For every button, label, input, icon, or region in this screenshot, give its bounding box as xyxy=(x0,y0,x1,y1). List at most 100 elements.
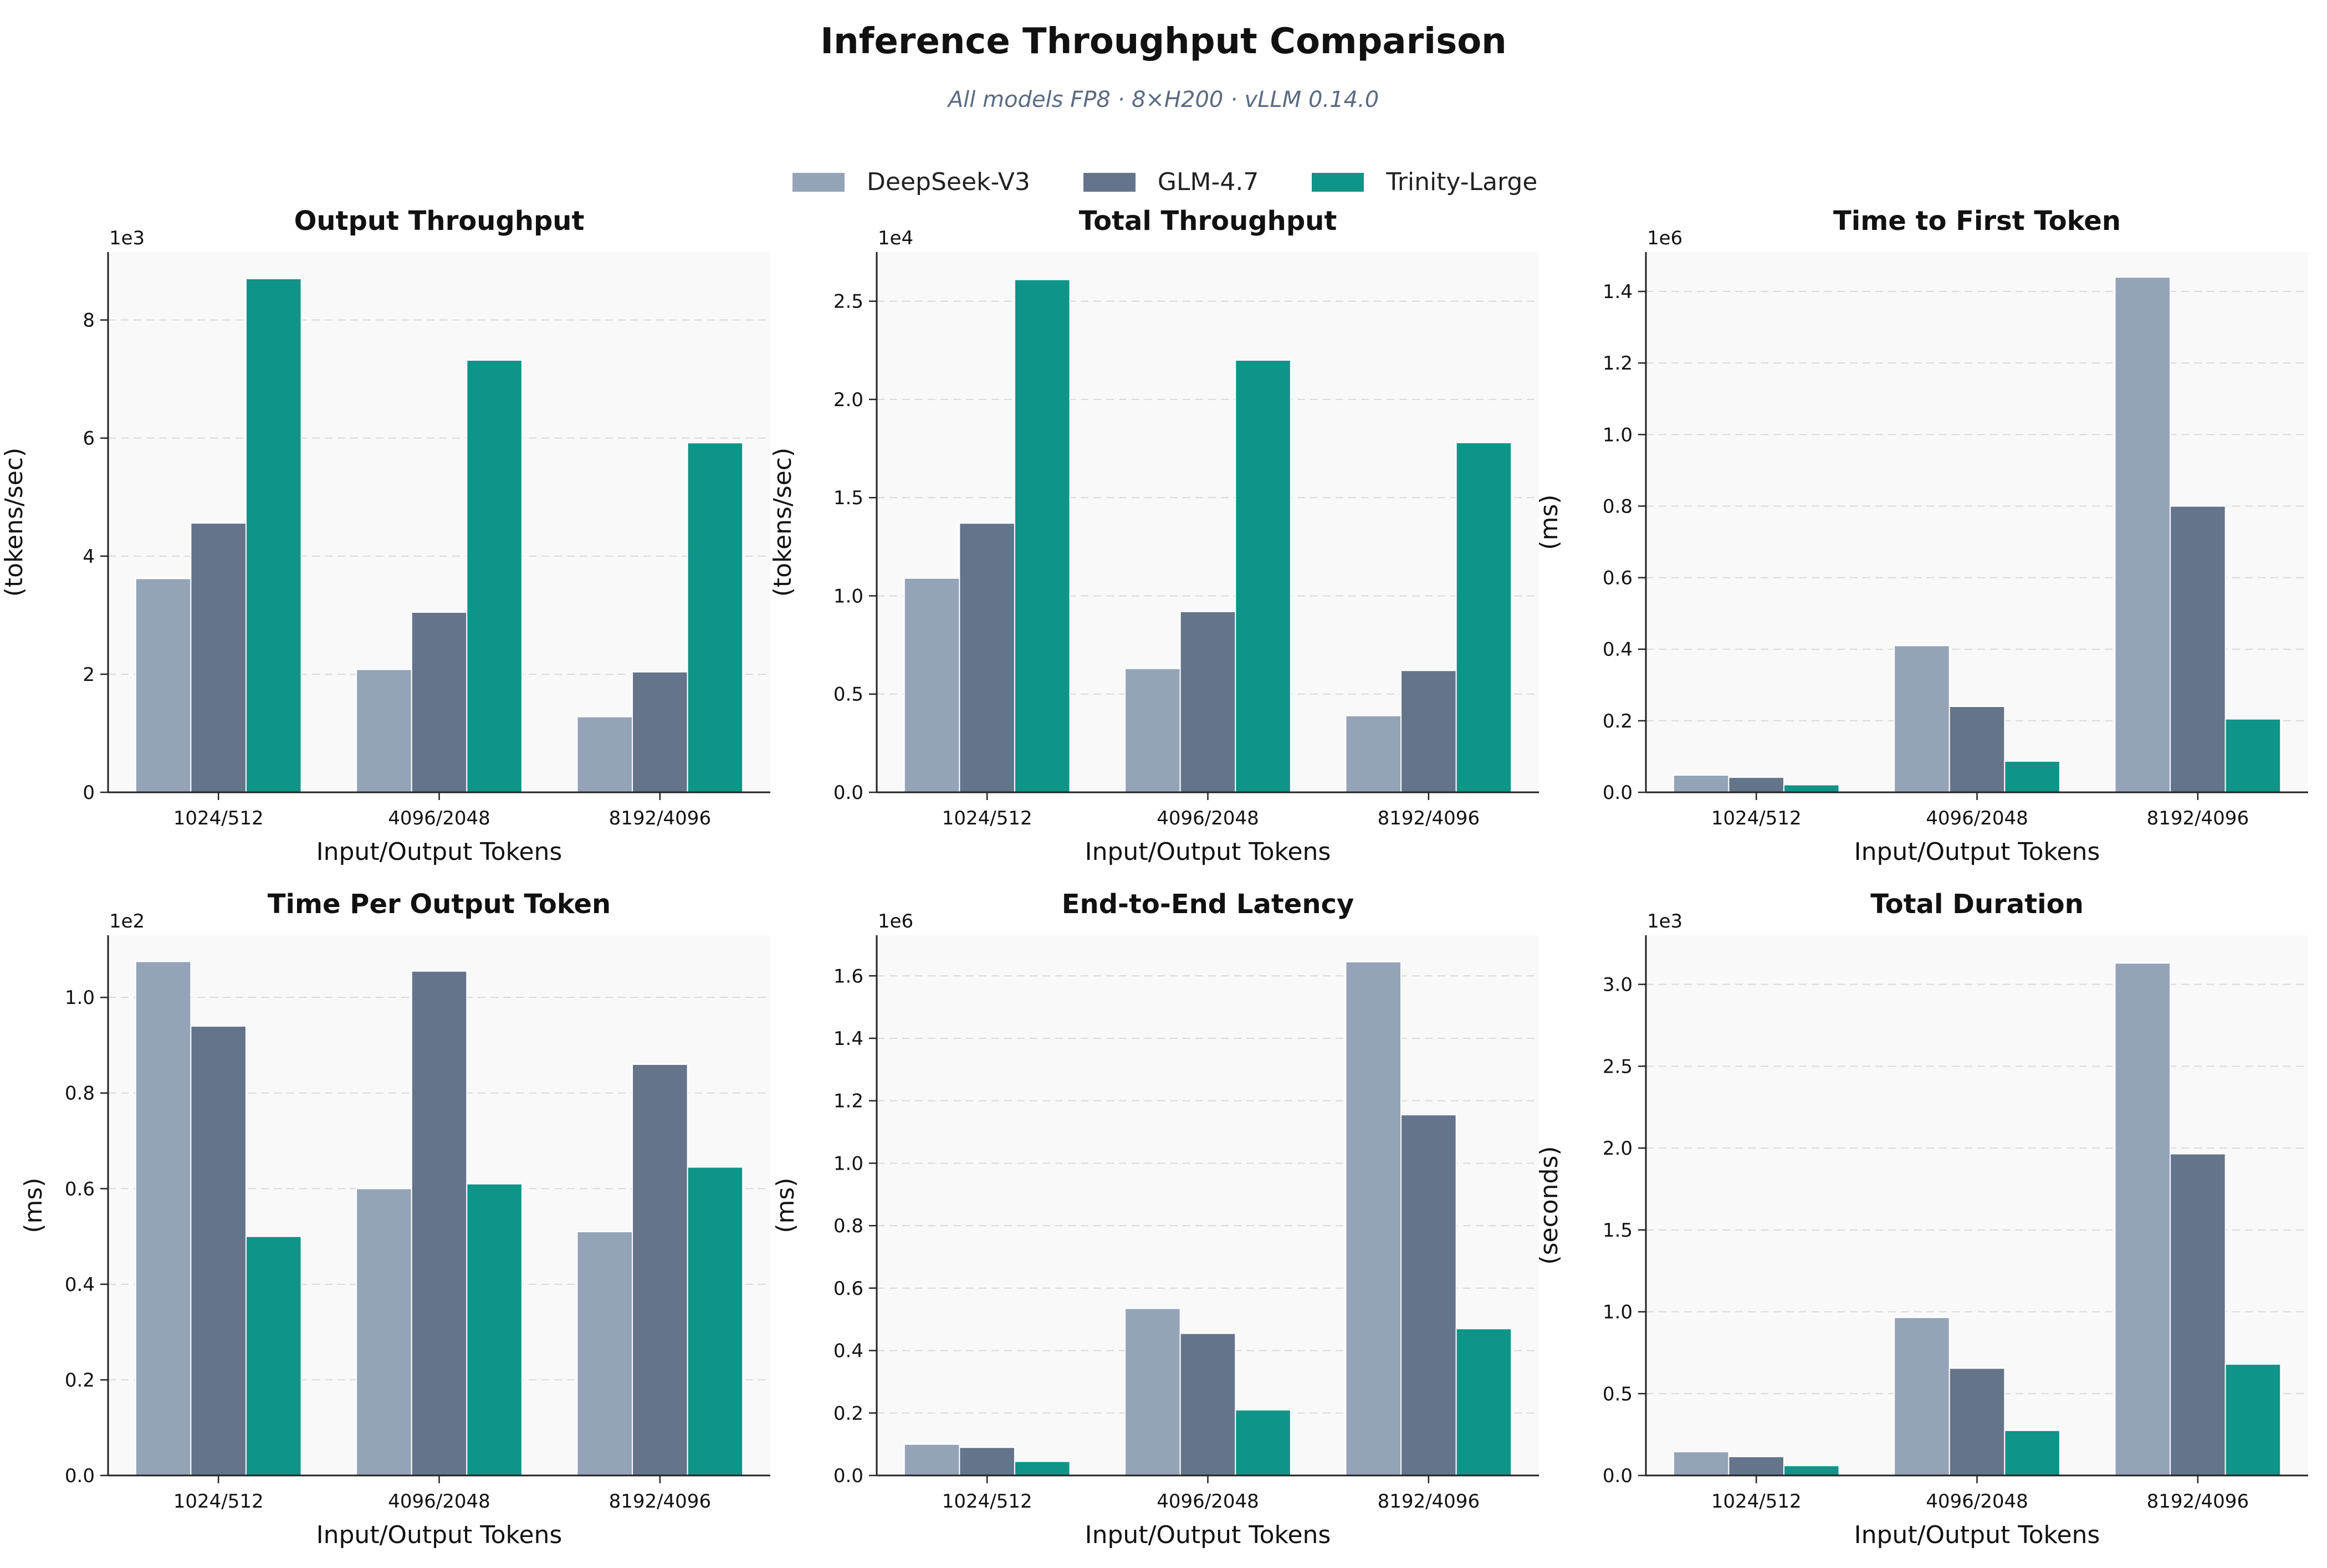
panel-2-bar-trinity-large-3 xyxy=(1455,442,1512,793)
panel-4-bar-deepseek-v3-1 xyxy=(135,961,192,1477)
panel-2-x-axis-label: Input/Output Tokens xyxy=(1085,838,1331,866)
panel-6-x-tick-label: 1024/512 xyxy=(1711,1490,1802,1513)
panel-5-bar-trinity-large-2 xyxy=(1235,1409,1291,1477)
panel-1-y-tick-label: 0 xyxy=(83,782,95,804)
legend-swatch-trinity xyxy=(1312,173,1364,192)
panel-3-y-tick-label: 0.8 xyxy=(1603,495,1633,517)
panel-2-y-tick-label: 2.5 xyxy=(833,291,863,313)
panel-5-y-tick-label: 0.0 xyxy=(833,1465,863,1487)
panel-3-bar-glm-4-7-2 xyxy=(1948,706,2006,793)
legend-label-deepseek: DeepSeek-V3 xyxy=(867,168,1030,196)
legend-label-trinity: Trinity-Large xyxy=(1386,168,1538,196)
panel-5-title: End-to-End Latency xyxy=(1062,889,1354,920)
panel-3-bar-deepseek-v3-3 xyxy=(2114,276,2171,793)
panel-6-bar-trinity-large-1 xyxy=(1783,1465,1840,1476)
panel-1-bar-deepseek-v3-1 xyxy=(135,578,192,793)
panel-5-bar-deepseek-v3-3 xyxy=(1345,961,1402,1477)
panel-1-bar-trinity-large-2 xyxy=(466,360,523,793)
panel-1-x-tick-label: 4096/2048 xyxy=(388,807,490,829)
panel-6-scale-label: 1e3 xyxy=(1647,910,1682,932)
panel-6-bar-glm-4-7-3 xyxy=(2170,1153,2226,1477)
panel-2-y-tick-label: 0.5 xyxy=(833,684,863,706)
panel-6-bar-glm-4-7-1 xyxy=(1728,1456,1784,1476)
panel-6-y-axis-label: (seconds) xyxy=(1535,1146,1563,1264)
panel-3-bar-deepseek-v3-1 xyxy=(1673,775,1730,793)
panel-3-x-tick-label: 1024/512 xyxy=(1711,807,1802,829)
panel-4-x-tick-label: 1024/512 xyxy=(173,1490,264,1513)
panel-1-y-tick-label: 2 xyxy=(83,664,95,686)
panel-2-bar-glm-4-7-3 xyxy=(1400,670,1457,793)
panel-3-x-tick-label: 4096/2048 xyxy=(1926,807,2028,829)
legend-item-trinity: Trinity-Large xyxy=(1312,168,1537,196)
panel-3-bar-trinity-large-2 xyxy=(2004,760,2060,793)
panel-6-bar-deepseek-v3-3 xyxy=(2114,962,2171,1476)
panel-3-bar-glm-4-7-1 xyxy=(1728,776,1784,793)
panel-6-title: Total Duration xyxy=(1870,889,2083,920)
panel-5-bar-trinity-large-1 xyxy=(1014,1461,1071,1476)
panel-1-bar-glm-4-7-2 xyxy=(411,612,468,793)
panel-4-bar-trinity-large-3 xyxy=(687,1166,744,1476)
panel-2-x-tick-label: 1024/512 xyxy=(942,807,1032,829)
panel-1-bar-glm-4-7-1 xyxy=(190,522,247,793)
panel-2-title: Total Throughput xyxy=(1079,206,1337,237)
panel-4-x-tick-label: 4096/2048 xyxy=(388,1490,490,1513)
panel-3-x-tick-label: 8192/4096 xyxy=(2147,807,2249,829)
panel-5-x-tick-label: 8192/4096 xyxy=(1378,1490,1480,1513)
panel-5-y-tick-label: 1.4 xyxy=(833,1028,863,1050)
panel-6-bar-trinity-large-3 xyxy=(2224,1364,2282,1476)
panel-3-y-axis-label: (ms) xyxy=(1535,494,1563,550)
panel-4-y-tick-label: 0.8 xyxy=(65,1083,95,1105)
legend-label-glm: GLM-4.7 xyxy=(1157,168,1259,196)
legend-swatch-deepseek xyxy=(792,173,845,192)
panel-5-y-axis-label: (ms) xyxy=(771,1177,800,1233)
panel-1-scale-label: 1e3 xyxy=(109,227,145,249)
panel-3-y-tick-label: 0.6 xyxy=(1603,567,1633,590)
panel-6-bar-glm-4-7-2 xyxy=(1948,1367,2006,1477)
panel-1-y-tick-label: 6 xyxy=(83,428,95,450)
panel-4-bar-deepseek-v3-2 xyxy=(356,1188,412,1476)
panel-6-y-tick-label: 1.0 xyxy=(1603,1301,1633,1324)
panel-1-bar-glm-4-7-3 xyxy=(632,671,688,793)
panel-3-bar-trinity-large-3 xyxy=(2224,718,2282,793)
panel-6-x-tick-label: 8192/4096 xyxy=(2147,1490,2249,1513)
panel-4-y-tick-label: 0.0 xyxy=(65,1465,95,1487)
panel-6-y-tick-label: 2.5 xyxy=(1603,1055,1633,1078)
panel-3-title: Time to First Token xyxy=(1833,206,2121,237)
panel-4-y-tick-label: 0.6 xyxy=(65,1178,95,1200)
panel-4-y-tick-label: 0.2 xyxy=(65,1369,95,1391)
panel-2-scale-label: 1e4 xyxy=(878,227,913,249)
panel-4-x-axis-label: Input/Output Tokens xyxy=(316,1521,562,1549)
panel-5-bar-deepseek-v3-2 xyxy=(1124,1308,1181,1476)
panel-5-y-tick-label: 0.4 xyxy=(833,1340,863,1362)
panel-3-y-tick-label: 1.4 xyxy=(1603,281,1633,303)
legend-swatch-glm xyxy=(1083,173,1136,192)
panel-4-bar-glm-4-7-1 xyxy=(190,1025,247,1477)
panel-4-y-axis-label: (ms) xyxy=(19,1177,48,1233)
panel-5-y-tick-label: 1.6 xyxy=(833,965,863,987)
panel-3-y-tick-label: 1.2 xyxy=(1603,352,1633,375)
panel-4-scale-label: 1e2 xyxy=(109,910,145,932)
panel-2-x-tick-label: 8192/4096 xyxy=(1378,807,1480,829)
panel-5-bar-glm-4-7-1 xyxy=(959,1447,1015,1476)
panel-6-bar-trinity-large-2 xyxy=(2004,1429,2060,1476)
panel-1-title: Output Throughput xyxy=(294,206,585,237)
panel-5-bar-glm-4-7-2 xyxy=(1179,1333,1236,1476)
panel-2-bar-deepseek-v3-2 xyxy=(1124,668,1181,793)
panel-5-y-tick-label: 0.2 xyxy=(833,1402,863,1424)
panel-1-bar-trinity-large-1 xyxy=(245,278,302,793)
panel-3-scale-label: 1e6 xyxy=(1647,227,1682,249)
panel-3-x-axis-label: Input/Output Tokens xyxy=(1854,838,2100,866)
panel-1-bar-deepseek-v3-3 xyxy=(576,716,633,793)
panel-5-x-tick-label: 4096/2048 xyxy=(1157,1490,1259,1513)
panel-4-bar-glm-4-7-2 xyxy=(411,970,468,1476)
panel-5-y-tick-label: 0.6 xyxy=(833,1278,863,1300)
panel-5-y-tick-label: 0.8 xyxy=(833,1215,863,1237)
panel-4-bar-deepseek-v3-3 xyxy=(576,1231,633,1477)
panel-1-x-axis-label: Input/Output Tokens xyxy=(316,838,562,866)
panel-5-x-axis-label: Input/Output Tokens xyxy=(1085,1521,1331,1549)
panel-2-x-tick-label: 4096/2048 xyxy=(1157,807,1259,829)
panel-4-bar-trinity-large-2 xyxy=(466,1183,523,1477)
panel-6-y-tick-label: 1.5 xyxy=(1603,1219,1633,1242)
